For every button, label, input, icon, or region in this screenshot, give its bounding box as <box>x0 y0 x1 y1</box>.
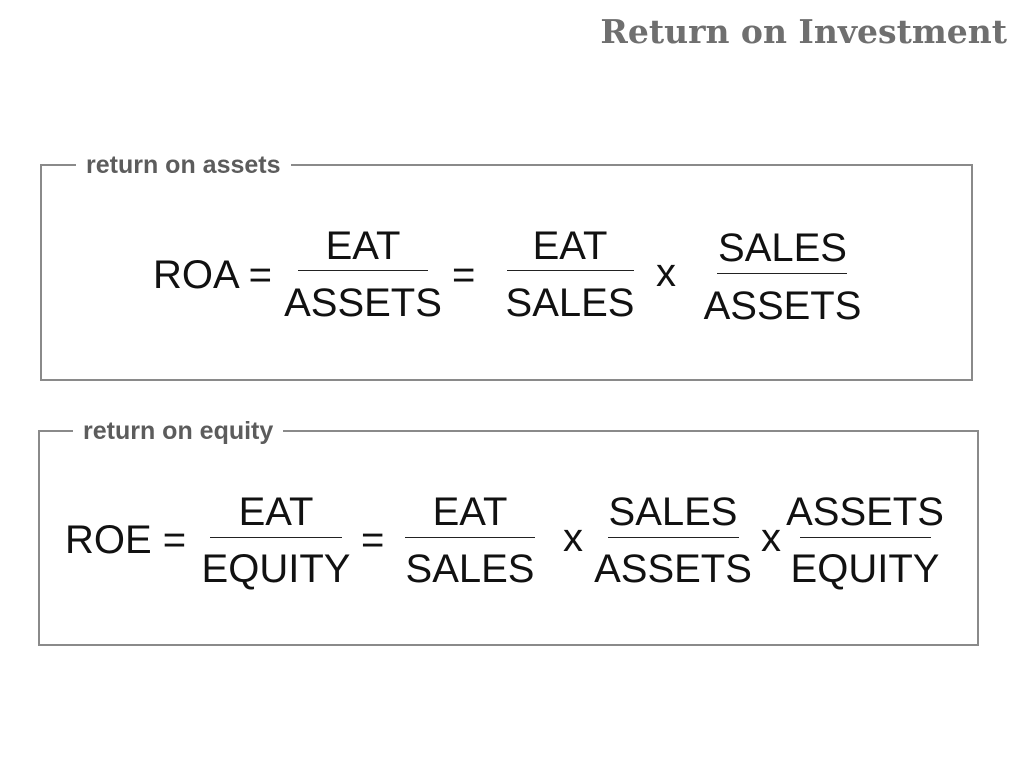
roa-times: x <box>656 251 676 295</box>
roe-fraction3-denominator: ASSETS <box>594 547 752 591</box>
roe-fraction2-denominator: SALES <box>405 547 535 591</box>
roa-fraction3-denominator: ASSETS <box>703 284 862 328</box>
roe-box-label: return on equity <box>73 419 284 444</box>
roa-fraction1-bar <box>298 270 428 271</box>
roa-fraction1-denominator: ASSETS <box>284 281 442 325</box>
roe-times-1: x <box>563 516 583 560</box>
roe-fraction1-bar <box>210 537 342 538</box>
roe-fraction4-numerator: ASSETS <box>786 490 944 534</box>
roe-equals: = <box>361 518 385 562</box>
roe-fraction4-bar <box>800 537 931 538</box>
roa-fraction2-denominator: SALES <box>505 281 635 325</box>
roa-equals: = <box>452 253 476 297</box>
roa-fraction3-bar <box>717 273 847 274</box>
roe-fraction2-numerator: EAT <box>432 490 508 534</box>
roe-lhs: ROE = <box>65 518 187 562</box>
roe-fraction1-denominator: EQUITY <box>201 547 351 591</box>
roa-lhs: ROA = <box>153 253 272 297</box>
roe-fraction3-numerator: SALES <box>608 490 738 534</box>
roa-fraction2-numerator: EAT <box>532 224 608 268</box>
roa-fraction2-bar <box>507 270 634 271</box>
roa-fraction3-numerator: SALES <box>718 226 847 270</box>
roe-fraction3-bar <box>608 537 739 538</box>
roe-times-2: x <box>761 516 781 560</box>
roa-box-label: return on assets <box>76 153 291 178</box>
roe-fraction1-numerator: EAT <box>238 490 314 534</box>
roa-box: return on assets <box>40 153 973 381</box>
roe-fraction4-denominator: EQUITY <box>790 547 940 591</box>
roe-fraction2-bar <box>405 537 535 538</box>
roe-box: return on equity <box>38 419 979 646</box>
roa-fraction1-numerator: EAT <box>325 224 401 268</box>
slide-title: Return on Investment <box>600 12 1007 51</box>
